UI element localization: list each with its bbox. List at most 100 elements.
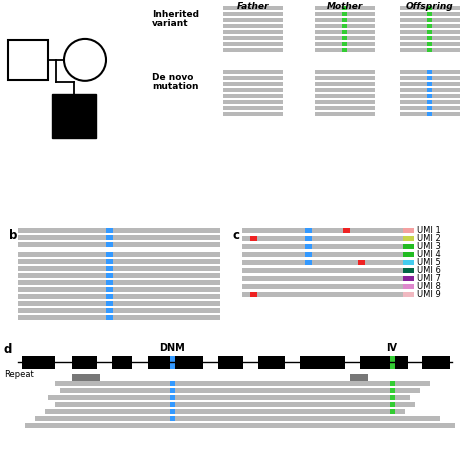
Bar — [242, 244, 403, 248]
Bar — [400, 18, 460, 22]
Text: d: d — [4, 343, 12, 356]
Bar — [242, 276, 403, 281]
Text: UMI 6: UMI 6 — [417, 266, 440, 275]
Bar — [315, 82, 375, 86]
Bar — [390, 409, 395, 414]
Bar — [403, 252, 413, 256]
Text: UMI 2: UMI 2 — [417, 234, 440, 243]
Bar — [170, 409, 175, 414]
Bar — [18, 308, 220, 313]
Bar — [427, 6, 432, 10]
Text: UMI 9: UMI 9 — [417, 290, 440, 299]
Bar — [403, 244, 413, 248]
Text: De novo: De novo — [152, 73, 193, 82]
Bar — [315, 12, 375, 16]
Bar — [18, 266, 220, 271]
Text: mutation: mutation — [152, 82, 199, 91]
Bar — [400, 100, 460, 104]
Bar — [106, 301, 113, 306]
Bar — [242, 284, 403, 289]
Bar — [242, 292, 403, 297]
Bar — [342, 36, 347, 40]
Bar — [400, 94, 460, 98]
Bar — [427, 76, 432, 80]
Bar — [315, 70, 375, 74]
Bar — [400, 12, 460, 16]
Bar — [242, 268, 403, 273]
Text: DNM: DNM — [159, 343, 185, 353]
Bar — [315, 30, 375, 34]
Bar — [18, 301, 220, 306]
Bar — [400, 70, 460, 74]
Bar — [403, 236, 413, 241]
Bar — [106, 242, 113, 246]
Bar — [342, 12, 347, 16]
Bar — [358, 260, 365, 264]
Bar — [18, 287, 220, 292]
Bar — [300, 356, 345, 369]
Bar — [242, 236, 403, 241]
Text: variant: variant — [152, 19, 189, 28]
Bar — [18, 235, 220, 239]
Text: UMI 5: UMI 5 — [417, 258, 440, 267]
Bar — [170, 395, 175, 400]
Bar — [422, 356, 450, 369]
Circle shape — [64, 39, 106, 81]
Bar — [48, 395, 410, 400]
Bar — [22, 356, 55, 369]
Bar — [223, 12, 283, 16]
Bar — [427, 12, 432, 16]
Bar — [55, 402, 415, 407]
Bar — [72, 374, 100, 383]
Bar — [427, 24, 432, 28]
Bar — [315, 76, 375, 80]
Bar — [223, 36, 283, 40]
Bar — [342, 6, 347, 10]
Bar — [403, 260, 413, 264]
Bar — [242, 260, 403, 264]
Bar — [427, 36, 432, 40]
Bar — [400, 106, 460, 110]
Bar — [258, 356, 285, 369]
Bar — [390, 395, 395, 400]
Bar — [106, 252, 113, 256]
Bar — [427, 106, 432, 110]
Text: Repeat: Repeat — [4, 370, 34, 379]
Bar — [18, 294, 220, 299]
Bar — [360, 356, 408, 369]
Bar — [55, 381, 430, 386]
Bar — [400, 30, 460, 34]
Bar — [242, 228, 403, 233]
Bar — [223, 30, 283, 34]
Bar — [18, 315, 220, 320]
Bar — [106, 308, 113, 313]
Bar — [315, 48, 375, 52]
Bar — [45, 409, 405, 414]
Bar — [427, 88, 432, 92]
Bar — [223, 24, 283, 28]
Bar — [427, 42, 432, 46]
Bar — [390, 388, 395, 393]
Bar — [106, 287, 113, 292]
Bar — [223, 42, 283, 46]
Bar — [8, 40, 48, 80]
Text: Inherited: Inherited — [152, 10, 199, 19]
Bar — [18, 273, 220, 278]
Bar — [427, 30, 432, 34]
Text: Offspring: Offspring — [406, 2, 454, 11]
Bar — [18, 228, 220, 233]
Bar — [218, 356, 243, 369]
Bar — [60, 388, 420, 393]
Bar — [315, 100, 375, 104]
Text: UMI 8: UMI 8 — [417, 282, 440, 291]
Bar — [223, 48, 283, 52]
Bar — [343, 228, 350, 233]
Text: Father: Father — [237, 2, 269, 11]
Bar — [427, 94, 432, 98]
Text: c: c — [232, 228, 239, 242]
Bar — [148, 356, 203, 369]
Bar — [315, 112, 375, 116]
Bar — [18, 259, 220, 264]
Bar — [342, 30, 347, 34]
Bar — [106, 266, 113, 271]
